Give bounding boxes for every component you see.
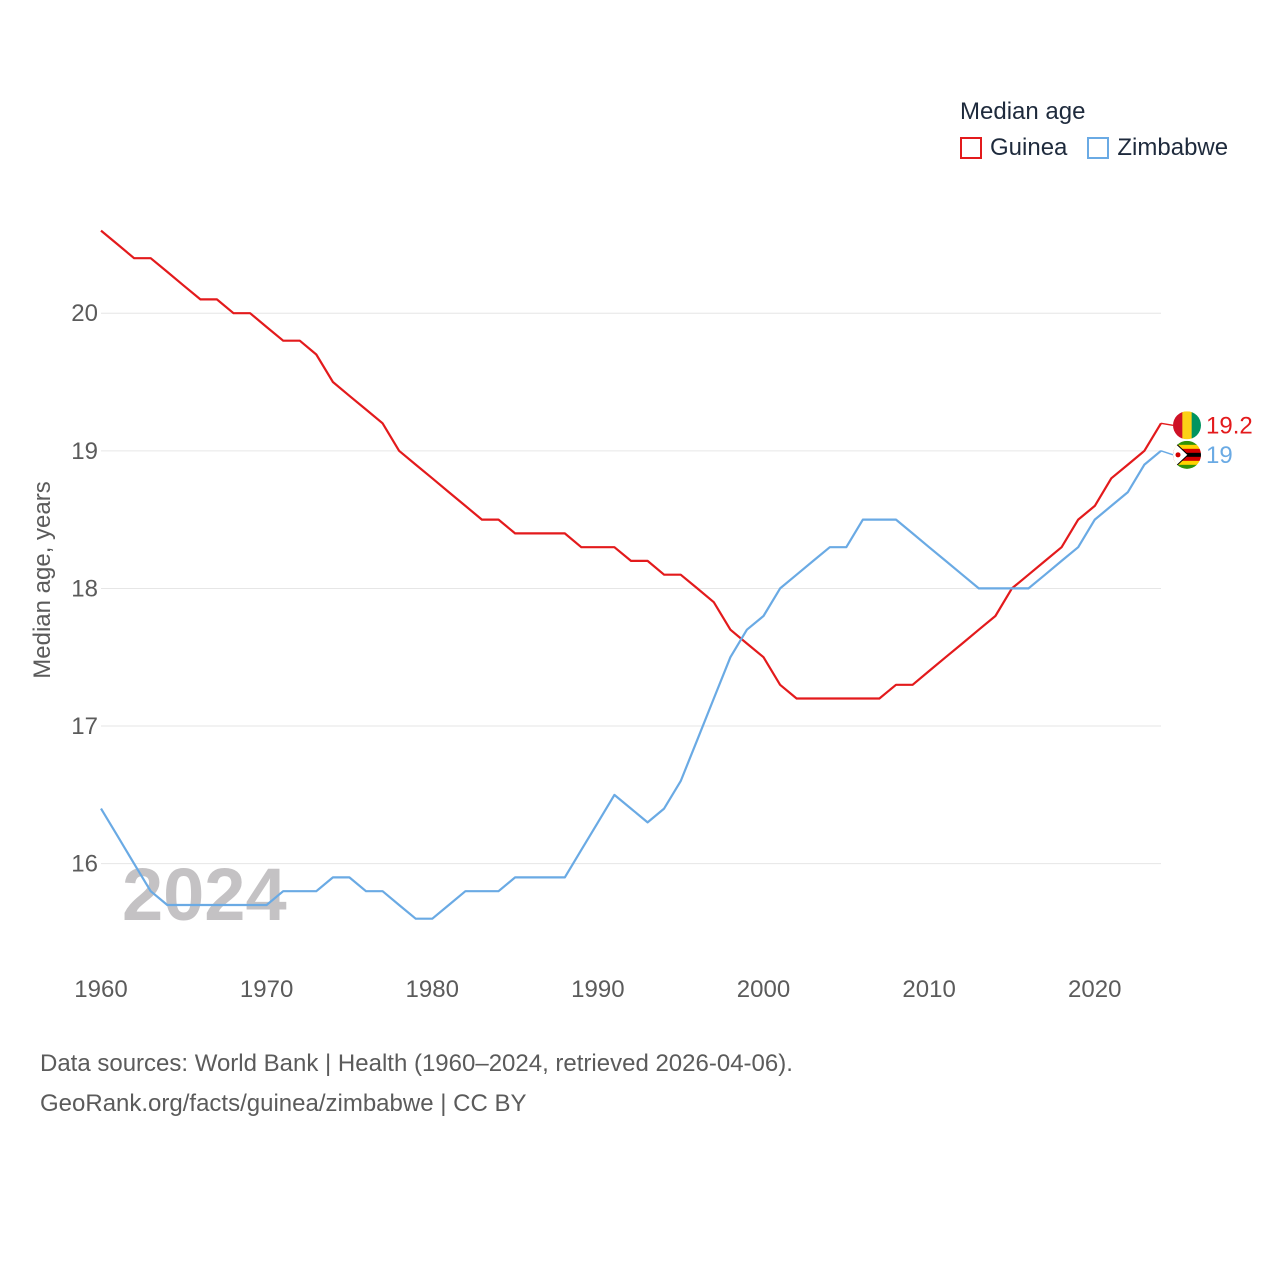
legend-item-guinea[interactable]: Guinea [960,134,1067,162]
x-tick-label-2020: 2020 [1068,976,1121,1003]
x-tick-label-1980: 1980 [406,976,459,1003]
x-tick-label-2010: 2010 [902,976,955,1003]
legend-item-zimbabwe[interactable]: Zimbabwe [1087,134,1228,162]
series-line-zimbabwe [100,449,1162,920]
y-tick-label-19: 19 [71,438,98,465]
legend-swatch-guinea [960,137,982,159]
y-tick-label-18: 18 [71,575,98,602]
x-tick-label-1970: 1970 [240,976,293,1003]
y-tick-label-16: 16 [71,851,98,878]
zimbabwe-end-label: 19 [1206,442,1233,469]
zimbabwe-connector [1160,450,1174,456]
legend-swatch-zimbabwe [1087,137,1110,159]
legend-label-guinea: Guinea [990,134,1068,161]
legend-label-zimbabwe: Zimbabwe [1117,134,1229,161]
y-axis-label: Median age, years [29,481,56,678]
x-axis-ticks: 1960 1970 1980 1990 2000 2010 2020 [74,976,1121,1003]
series-line-guinea [100,229,1162,700]
x-tick-label-1990: 1990 [571,976,624,1003]
legend: Median age Guinea Zimbabwe [960,98,1248,162]
legend-title: Median age [960,98,1086,125]
end-labels: 19.2 19 [1160,411,1253,469]
guinea-connector [1160,422,1174,427]
guinea-end-label: 19.2 [1206,412,1253,439]
y-tick-label-17: 17 [71,713,98,740]
y-axis-ticks: 16 17 18 19 20 [71,300,98,877]
year-watermark: 2024 [122,853,287,936]
gridlines [101,312,1161,865]
footer: Data sources: World Bank | Health (1960–… [40,1044,793,1124]
source-link[interactable]: GeoRank.org/facts/guinea/zimbabwe | CC B… [40,1090,527,1117]
x-tick-label-1960: 1960 [74,976,127,1003]
x-tick-label-2000: 2000 [737,976,790,1003]
y-tick-label-20: 20 [71,300,98,327]
series-lines [100,229,1162,920]
zimbabwe-flag-icon [1173,440,1201,469]
data-source-note: Data sources: World Bank | Health (1960–… [40,1050,793,1077]
guinea-flag-icon [1173,411,1201,440]
